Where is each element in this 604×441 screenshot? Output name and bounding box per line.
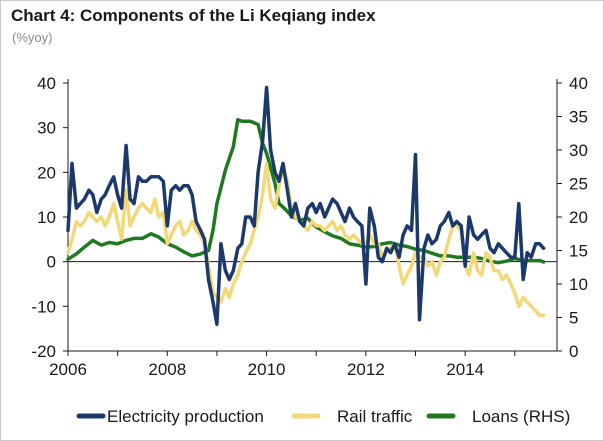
right-tick-label: 5 bbox=[569, 309, 578, 328]
x-tick-label: 2006 bbox=[49, 360, 87, 379]
x-tick-label: 2014 bbox=[446, 360, 484, 379]
right-tick-label: 20 bbox=[569, 208, 588, 227]
left-tick-label: 40 bbox=[37, 74, 56, 93]
left-tick-label: 10 bbox=[37, 208, 56, 227]
legend-label-rail-traffic: Rail traffic bbox=[337, 407, 413, 426]
right-tick-label: 40 bbox=[569, 74, 588, 93]
chart-legend: Electricity production Rail traffic Loans … bbox=[76, 407, 570, 426]
series-line-electricity-production bbox=[66, 85, 546, 326]
x-tick-label: 2008 bbox=[148, 360, 186, 379]
legend-label-loans-rhs: Loans (RHS) bbox=[472, 407, 570, 426]
chart-title: Chart 4: Components of the Li Keqiang in… bbox=[11, 6, 376, 25]
series-line-loans-rhs bbox=[66, 118, 546, 265]
x-tick-label: 2010 bbox=[248, 360, 286, 379]
left-tick-label: -20 bbox=[31, 342, 56, 361]
right-tick-label: 35 bbox=[569, 108, 588, 127]
left-tick-label: 0 bbox=[47, 253, 56, 272]
right-tick-label: 15 bbox=[569, 242, 588, 261]
chart-subtitle: (%yoy) bbox=[12, 30, 53, 45]
right-tick-label: 25 bbox=[569, 175, 588, 194]
left-tick-label: 20 bbox=[37, 163, 56, 182]
left-tick-label: -10 bbox=[31, 297, 56, 316]
chart-series bbox=[66, 85, 546, 326]
x-tick-label: 2012 bbox=[347, 360, 385, 379]
right-tick-label: 10 bbox=[569, 275, 588, 294]
chart-axes bbox=[67, 79, 558, 352]
right-tick-label: 0 bbox=[569, 342, 578, 361]
left-tick-label: 30 bbox=[37, 119, 56, 138]
legend-label-electricity-production: Electricity production bbox=[107, 407, 264, 426]
right-tick-label: 30 bbox=[569, 141, 588, 160]
